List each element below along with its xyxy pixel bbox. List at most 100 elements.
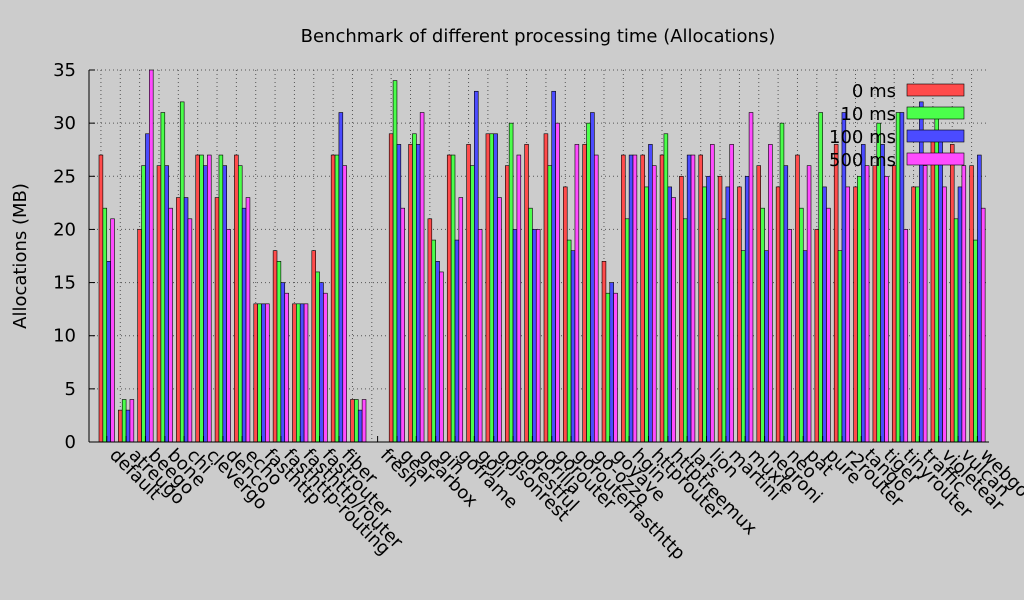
bar-1-17 [431, 239, 436, 443]
bar-1-35 [779, 122, 785, 443]
bar-0-40 [872, 165, 878, 443]
bar-0-19 [466, 144, 471, 443]
legend-swatch-2 [906, 129, 965, 143]
legend-swatch-0 [906, 83, 965, 97]
bar-0-39 [853, 186, 858, 443]
bar-2-7 [241, 207, 247, 443]
bar-0-11 [311, 250, 316, 443]
bar-0-10 [292, 303, 297, 443]
bar-1-10 [296, 303, 301, 443]
bar-1-18 [450, 154, 456, 443]
bar-1-20 [489, 133, 494, 443]
bar-2-26 [609, 282, 614, 443]
bar-3-26 [613, 292, 618, 443]
bar-1-33 [741, 250, 746, 443]
bar-1-9 [276, 261, 282, 443]
bar-1-15 [392, 80, 398, 443]
bar-0-6 [214, 197, 220, 443]
bar-3-39 [864, 165, 870, 443]
axes [88, 70, 989, 443]
bar-3-36 [806, 165, 812, 443]
bar-3-18 [458, 197, 464, 443]
bar-3-11 [323, 292, 328, 443]
bar-1-24 [566, 239, 572, 443]
bar-2-36 [802, 250, 808, 443]
bar-3-6 [226, 229, 231, 443]
bar-3-7 [245, 197, 251, 443]
bar-1-36 [799, 207, 804, 443]
bar-2-25 [590, 112, 595, 443]
bar-0-33 [737, 186, 742, 443]
bar-0-16 [408, 144, 413, 443]
bar-3-3 [168, 207, 173, 443]
bar-3-1 [129, 399, 135, 443]
bar-1-30 [683, 218, 688, 443]
bar-0-31 [698, 154, 703, 443]
y-tick-label-0: 0 [65, 432, 76, 453]
bar-0-4 [176, 197, 181, 443]
legend-swatch-3 [906, 152, 965, 166]
bar-2-45 [977, 154, 982, 443]
bar-2-39 [861, 144, 866, 443]
bar-2-15 [396, 144, 402, 443]
bar-1-11 [315, 271, 320, 443]
bar-1-37 [818, 112, 823, 443]
bar-3-42 [922, 165, 928, 443]
bar-0-13 [350, 399, 355, 443]
bar-0-36 [795, 154, 800, 443]
bar-3-2 [149, 69, 154, 443]
bar-3-29 [671, 197, 676, 443]
bar-0-37 [814, 229, 820, 443]
bar-2-0 [106, 261, 111, 443]
bar-1-42 [915, 186, 920, 443]
bar-2-27 [628, 154, 634, 443]
bar-1-13 [354, 399, 359, 443]
legend-label-1: 10 ms [840, 104, 896, 125]
bar-0-35 [775, 186, 781, 443]
bar-1-4 [179, 101, 185, 443]
bar-1-5 [199, 154, 204, 443]
bar-2-1 [125, 409, 131, 443]
y-tick-label-6: 30 [53, 113, 76, 134]
bar-0-44 [950, 144, 955, 443]
bar-2-10 [299, 303, 305, 443]
bar-2-4 [183, 197, 189, 443]
y-tick-label-4: 20 [53, 219, 76, 240]
bar-3-4 [187, 218, 193, 443]
bar-1-2 [141, 165, 146, 443]
bar-2-31 [706, 175, 711, 443]
bar-1-8 [257, 303, 262, 443]
bar-3-22 [535, 229, 541, 443]
bar-1-3 [160, 112, 166, 443]
bar-1-32 [721, 218, 727, 443]
bar-3-34 [768, 144, 773, 443]
bar-2-9 [280, 282, 286, 443]
bar-1-45 [973, 239, 978, 443]
bar-3-10 [303, 303, 309, 443]
bar-2-37 [822, 186, 827, 443]
bar-1-34 [760, 207, 765, 443]
bar-0-43 [930, 133, 936, 443]
bar-3-43 [942, 186, 947, 443]
bar-0-45 [969, 165, 974, 443]
bar-0-9 [272, 250, 278, 443]
bar-1-26 [605, 292, 611, 443]
bar-3-25 [594, 154, 599, 443]
bar-2-41 [899, 112, 905, 443]
bar-0-38 [833, 144, 839, 443]
bar-1-25 [586, 122, 591, 443]
bar-3-33 [748, 112, 754, 443]
bar-0-28 [640, 154, 645, 443]
bar-3-28 [652, 165, 657, 443]
bar-3-12 [342, 165, 347, 443]
bar-0-34 [756, 165, 761, 443]
bar-1-1 [121, 399, 127, 443]
bar-0-3 [156, 165, 162, 443]
bar-2-17 [435, 261, 440, 443]
bar-1-7 [238, 165, 243, 443]
bar-0-30 [679, 175, 684, 443]
bar-1-16 [412, 133, 417, 443]
bar-3-0 [110, 218, 115, 443]
bar-1-44 [953, 218, 959, 443]
bar-3-27 [632, 154, 638, 443]
